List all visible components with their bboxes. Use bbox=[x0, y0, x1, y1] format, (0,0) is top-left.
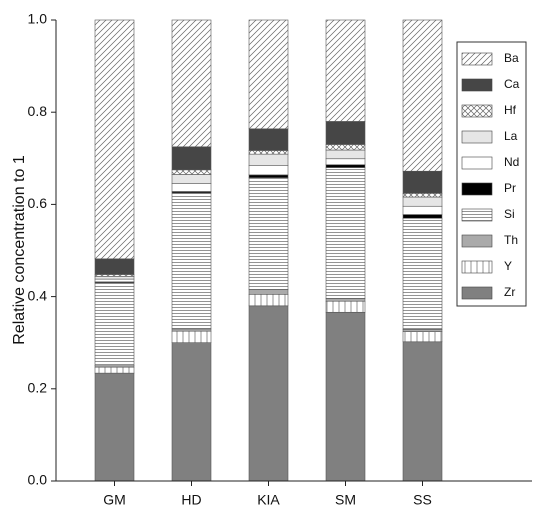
legend-swatch bbox=[461, 286, 493, 300]
bar-segment bbox=[402, 193, 443, 198]
bar-segment bbox=[94, 258, 135, 275]
bar-segment bbox=[402, 329, 443, 332]
bar-segment bbox=[171, 146, 212, 171]
bar-segment bbox=[325, 300, 366, 313]
bar-segment bbox=[248, 165, 289, 176]
bar-segment bbox=[325, 158, 366, 166]
legend-label: Ca bbox=[504, 77, 520, 91]
bar-segment bbox=[325, 164, 366, 168]
bar-segment bbox=[248, 174, 289, 178]
bar-segment bbox=[402, 196, 443, 207]
bar-segment bbox=[94, 366, 135, 374]
bar-segment bbox=[402, 19, 443, 172]
legend-label: Si bbox=[504, 207, 515, 221]
legend-swatch bbox=[461, 260, 493, 274]
bar-segment bbox=[402, 217, 443, 330]
bar-segment bbox=[171, 19, 212, 148]
bar-segment bbox=[171, 328, 212, 332]
y-tick-label: 0.2 bbox=[28, 380, 48, 396]
bar-segment bbox=[171, 342, 212, 482]
bar-segment bbox=[94, 278, 135, 283]
legend-label: Nd bbox=[504, 155, 519, 169]
x-tick-label: SS bbox=[413, 492, 432, 508]
bar-segment bbox=[248, 153, 289, 166]
bar-segment bbox=[325, 149, 366, 160]
x-tick-label: GM bbox=[103, 492, 126, 508]
bar-segment bbox=[248, 305, 289, 482]
bar-segment bbox=[248, 128, 289, 151]
legend-label: Th bbox=[504, 233, 518, 247]
legend-label: La bbox=[504, 129, 518, 143]
x-tick-label: HD bbox=[181, 492, 201, 508]
y-tick-label: 0.8 bbox=[28, 103, 48, 119]
bar-segment bbox=[248, 293, 289, 307]
bar-segment bbox=[325, 144, 366, 151]
bar-segment bbox=[248, 289, 289, 295]
bar-segment bbox=[325, 121, 366, 145]
x-tick-label: SM bbox=[335, 492, 356, 508]
legend-label: Zr bbox=[504, 285, 515, 299]
bar-segment bbox=[248, 150, 289, 155]
bar-segment bbox=[325, 298, 366, 302]
y-tick-label: 0.6 bbox=[28, 195, 48, 211]
legend-swatch bbox=[461, 130, 493, 144]
x-tick-label: KIA bbox=[257, 492, 280, 508]
bar-segment bbox=[248, 177, 289, 290]
bar-segment bbox=[402, 170, 443, 194]
legend-label: Hf bbox=[504, 103, 517, 117]
y-tick-label: 1.0 bbox=[28, 11, 48, 27]
bar-segment bbox=[402, 214, 443, 219]
bar-segment bbox=[171, 169, 212, 175]
bar-segment bbox=[325, 311, 366, 482]
bar-segment bbox=[402, 341, 443, 482]
bar-segment bbox=[402, 331, 443, 343]
legend-swatch bbox=[461, 156, 493, 170]
bar-segment bbox=[325, 19, 366, 122]
legend-swatch bbox=[461, 182, 493, 196]
bar-segment bbox=[171, 183, 212, 192]
bar-segment bbox=[325, 167, 366, 299]
legend-swatch bbox=[461, 78, 493, 92]
bar-segment bbox=[171, 192, 212, 330]
legend-label: Pr bbox=[504, 181, 516, 195]
bar-segment bbox=[171, 174, 212, 184]
y-tick-label: 0.4 bbox=[28, 287, 48, 303]
bar-segment bbox=[171, 330, 212, 343]
bar-segment bbox=[94, 276, 135, 280]
legend-label: Ba bbox=[504, 51, 519, 65]
y-axis-label: Relative concentration to 1 bbox=[11, 155, 28, 345]
bar-segment bbox=[94, 372, 135, 482]
legend-label: Y bbox=[504, 259, 512, 273]
y-tick-label: 0.0 bbox=[28, 472, 48, 488]
legend-swatch bbox=[461, 104, 493, 118]
legend-swatch bbox=[461, 208, 493, 222]
legend-swatch bbox=[461, 234, 493, 248]
bar-segment bbox=[94, 19, 135, 260]
bar-segment bbox=[248, 19, 289, 130]
legend-swatch bbox=[461, 52, 493, 66]
bar-segment bbox=[402, 205, 443, 215]
bar-segment bbox=[94, 282, 135, 367]
